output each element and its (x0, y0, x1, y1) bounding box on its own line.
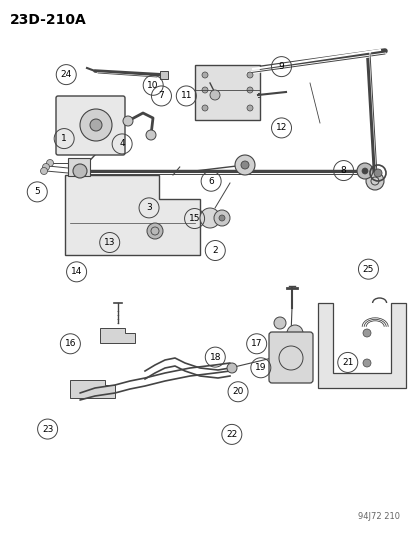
Text: 94J72 210: 94J72 210 (357, 512, 399, 521)
Circle shape (80, 109, 112, 141)
Circle shape (361, 168, 367, 174)
Circle shape (240, 161, 248, 169)
FancyBboxPatch shape (56, 96, 125, 155)
Text: 22: 22 (225, 430, 237, 439)
Text: 19: 19 (254, 364, 266, 372)
Text: 15: 15 (188, 214, 200, 223)
Circle shape (286, 325, 302, 341)
Circle shape (199, 208, 219, 228)
Polygon shape (100, 328, 135, 343)
Text: 11: 11 (180, 92, 192, 100)
Circle shape (362, 359, 370, 367)
Text: 25: 25 (362, 265, 373, 273)
Text: 23D-210A: 23D-210A (10, 13, 87, 27)
Text: 23: 23 (42, 425, 53, 433)
Text: 17: 17 (250, 340, 262, 348)
Text: 1: 1 (61, 134, 67, 143)
Text: 13: 13 (104, 238, 115, 247)
Circle shape (247, 87, 252, 93)
Circle shape (147, 223, 163, 239)
Circle shape (362, 329, 370, 337)
Text: 12: 12 (275, 124, 287, 132)
Circle shape (146, 130, 156, 140)
Circle shape (226, 363, 236, 373)
Polygon shape (70, 380, 115, 398)
Text: 14: 14 (71, 268, 82, 276)
Circle shape (365, 172, 383, 190)
Text: 21: 21 (341, 358, 353, 367)
Text: 5: 5 (34, 188, 40, 196)
Text: 2: 2 (212, 246, 218, 255)
Circle shape (123, 116, 133, 126)
Circle shape (90, 119, 102, 131)
Text: 16: 16 (64, 340, 76, 348)
Text: 20: 20 (232, 387, 243, 396)
FancyBboxPatch shape (268, 332, 312, 383)
Text: 9: 9 (278, 62, 284, 71)
Text: 18: 18 (209, 353, 221, 361)
Text: 3: 3 (146, 204, 152, 212)
Circle shape (235, 155, 254, 175)
Circle shape (46, 159, 53, 166)
Circle shape (43, 164, 50, 171)
Bar (159, 71, 168, 79)
Circle shape (247, 105, 252, 111)
Circle shape (209, 90, 219, 100)
Text: 10: 10 (147, 81, 159, 90)
Bar (195, 65, 259, 120)
Circle shape (273, 317, 285, 329)
Circle shape (218, 215, 224, 221)
Circle shape (247, 72, 252, 78)
Text: 7: 7 (158, 92, 164, 100)
Bar (68, 158, 90, 176)
Text: 6: 6 (208, 177, 214, 185)
Circle shape (356, 163, 372, 179)
Circle shape (202, 105, 207, 111)
Text: 4: 4 (119, 140, 125, 148)
Text: 8: 8 (340, 166, 346, 175)
Circle shape (202, 87, 207, 93)
Text: 24: 24 (60, 70, 72, 79)
Polygon shape (65, 175, 199, 255)
Circle shape (73, 164, 87, 178)
Circle shape (202, 72, 207, 78)
Circle shape (373, 169, 381, 177)
Circle shape (214, 210, 230, 226)
Circle shape (40, 167, 47, 174)
Polygon shape (317, 303, 405, 388)
